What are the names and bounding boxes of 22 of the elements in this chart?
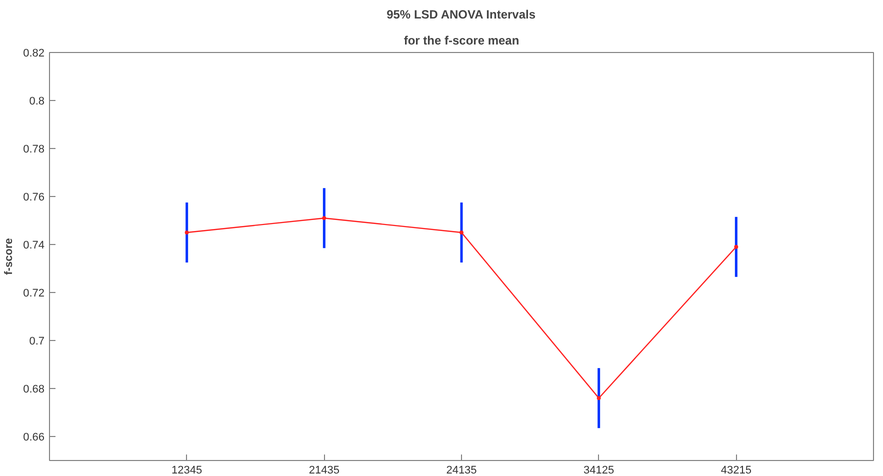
point	[734, 244, 738, 249]
point	[184, 230, 189, 234]
y-tick-label: 0.82	[23, 48, 45, 60]
y-tick-label: 0.72	[23, 288, 45, 300]
x-tick-label: 43215	[720, 464, 752, 476]
point	[596, 396, 601, 400]
y-tick-label: 0.76	[23, 192, 45, 204]
y-tick-label: 0.68	[23, 384, 45, 396]
x-tick-label: 12345	[172, 464, 202, 476]
y-tick-label: 0.74	[23, 240, 45, 252]
y-tick-label: 0.8	[29, 96, 45, 108]
point	[460, 230, 464, 234]
chart-subtitle: for the f-score mean	[404, 34, 520, 48]
point	[322, 216, 326, 220]
y-tick-label: 0.7	[29, 336, 45, 348]
y-tick-label: 0.78	[23, 144, 45, 156]
x-tick-label: 24135	[446, 464, 477, 476]
y-axis-title: f-score	[3, 238, 16, 275]
chart-title: 95% LSD ANOVA Intervals	[386, 8, 536, 22]
y-tick-label: 0.66	[23, 432, 45, 444]
x-tick-label: 21435	[308, 464, 340, 476]
x-tick-label: 34125	[584, 464, 614, 476]
